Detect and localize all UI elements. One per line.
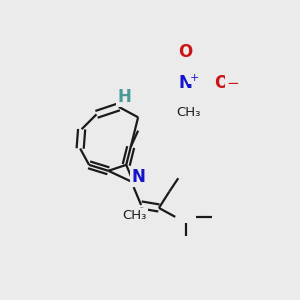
Text: O: O (178, 43, 193, 61)
Text: CH₃: CH₃ (122, 209, 147, 222)
Text: −: − (226, 76, 239, 91)
Text: CH₃: CH₃ (176, 106, 200, 119)
Text: +: + (189, 73, 199, 83)
Text: N: N (179, 74, 193, 92)
Text: H: H (118, 88, 132, 106)
Text: O: O (214, 74, 229, 92)
Text: N: N (131, 168, 145, 186)
